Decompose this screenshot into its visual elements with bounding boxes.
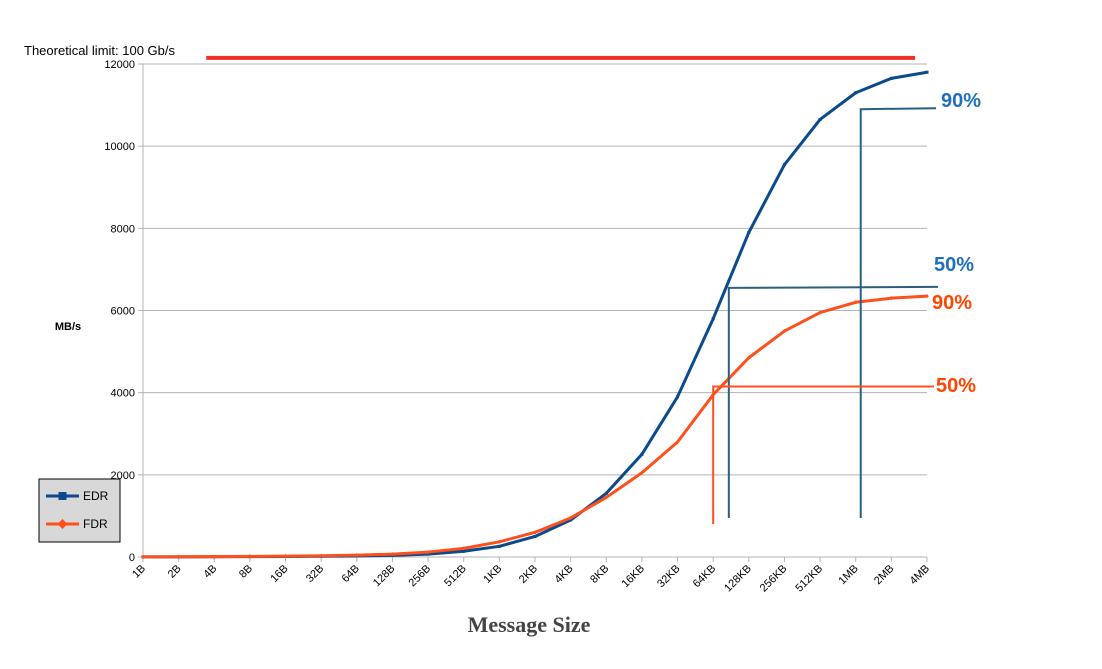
fdr-50-marker-line [712,385,934,525]
y-tick-label: 0 [129,552,135,564]
series-fdr-point [889,296,894,301]
series-fdr-point [782,329,787,334]
series-fdr-point [818,310,823,315]
series-fdr-point [461,546,466,551]
series-fdr-point [497,539,502,544]
series-edr-point [782,163,786,167]
series-edr-point [462,549,466,553]
legend-edr-marker [58,492,67,500]
legend-box [38,478,121,543]
y-tick-label: 10000 [104,141,135,153]
y-axis-label: MB/s [55,321,81,333]
y-tick-label: 4000 [111,388,135,400]
series-edr-point [747,230,751,234]
annotations: 90% 50% 90% 50% [712,90,981,525]
y-tick-label: 6000 [111,306,135,318]
series-edr-point [854,91,858,95]
edr-90-marker-line [859,107,937,518]
series-fdr-point [426,550,431,555]
edr-50-marker-line [727,285,939,518]
theoretical-limit-label: Theoretical limit: 100 Gb/s [24,43,176,58]
series-edr-point [640,452,644,456]
series-fdr-point [533,530,537,535]
series-edr-point [925,70,929,74]
series-fdr-point [925,294,929,299]
series-edr-point [569,518,573,522]
series-edr-point [604,491,608,495]
y-tick-label: 12000 [104,59,135,71]
x-axis-label: Message Size [468,612,591,637]
series-fdr-point [853,300,858,305]
legend-edr-label: EDR [83,489,109,503]
series-group [141,70,929,559]
series-fdr-point [176,554,181,559]
series-fdr-point [354,553,359,558]
series-edr-point [533,534,537,538]
grid [143,63,927,558]
series-fdr-point [675,439,680,444]
series-edr-point [676,395,680,399]
series-fdr-point [604,495,609,500]
series-fdr-point [212,554,217,559]
series-fdr-point [247,554,252,559]
legend-fdr-marker [57,519,68,529]
series-fdr-point [746,355,751,360]
annotation-label: 50% [934,254,974,276]
series-fdr-point [283,554,288,559]
series-fdr-point [319,553,324,558]
series-fdr-point [390,552,395,557]
annotation-label: 50% [936,375,976,397]
series-edr-point [426,552,430,556]
series-edr-point [818,117,822,121]
series-fdr-point [568,515,573,520]
series-edr-point [497,544,501,548]
annotation-label: 90% [932,292,972,314]
y-tick-label: 8000 [111,223,135,235]
series-fdr-point [639,470,644,475]
series-edr-point [889,76,893,80]
legend: EDR FDR [38,478,121,543]
series-edr-point [711,317,715,321]
series-fdr-point [141,554,145,559]
legend-fdr-label: FDR [83,517,108,531]
annotation-label: 90% [941,90,981,112]
